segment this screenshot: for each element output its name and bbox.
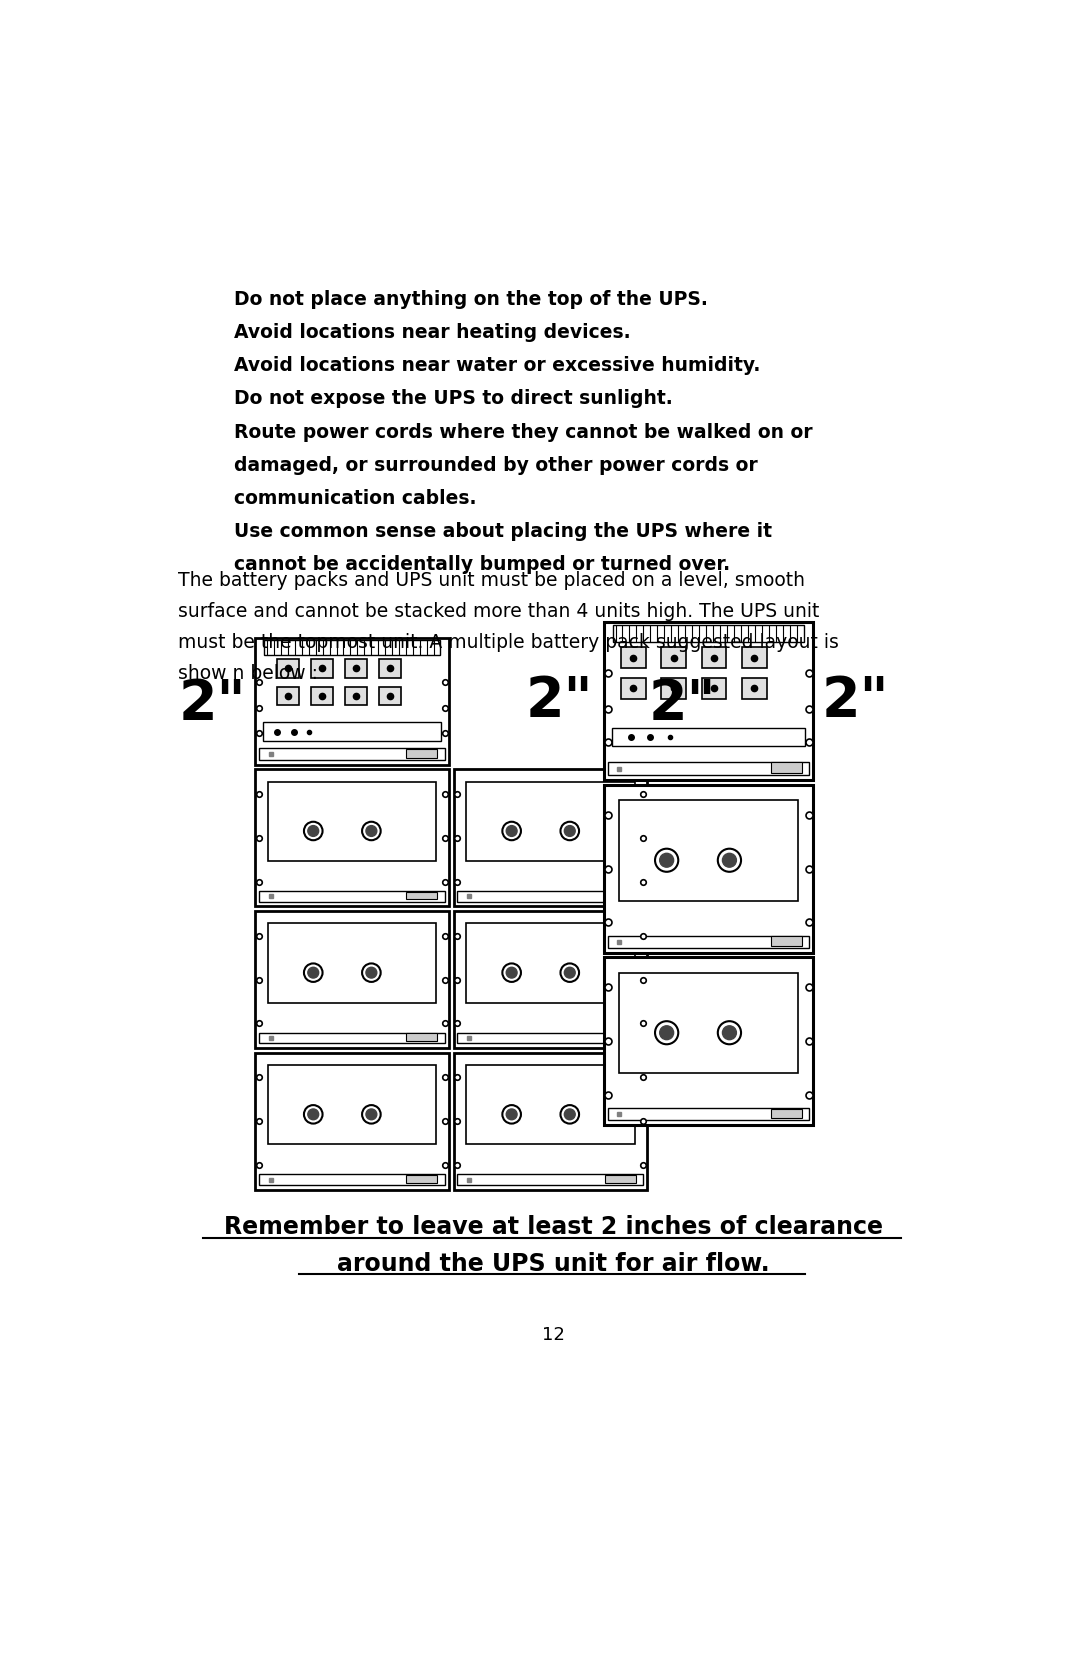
Bar: [311, 659, 333, 678]
Bar: [608, 1108, 809, 1120]
Text: The battery packs and UPS unit must be placed on a level, smooth: The battery packs and UPS unit must be p…: [177, 571, 805, 591]
Circle shape: [660, 853, 674, 868]
Bar: [311, 688, 333, 706]
Bar: [742, 678, 767, 699]
Text: 12: 12: [542, 1327, 565, 1344]
Bar: [702, 648, 727, 669]
Text: must be the topmost unit. A multiple battery pack suggested layout is: must be the topmost unit. A multiple bat…: [177, 633, 838, 653]
Text: Do not expose the UPS to direct sunlight.: Do not expose the UPS to direct sunlight…: [234, 389, 673, 409]
Bar: [770, 936, 801, 946]
Bar: [621, 648, 646, 669]
Bar: [259, 891, 445, 901]
Circle shape: [660, 1026, 674, 1040]
Bar: [458, 1175, 644, 1185]
Circle shape: [507, 826, 517, 836]
Bar: [465, 923, 635, 1003]
Bar: [742, 648, 767, 669]
Bar: [255, 638, 449, 764]
Text: 2": 2": [525, 674, 593, 728]
Circle shape: [565, 968, 576, 978]
Bar: [604, 623, 813, 779]
Bar: [770, 763, 801, 773]
Bar: [604, 784, 813, 953]
Bar: [255, 769, 449, 906]
Bar: [608, 761, 809, 776]
Bar: [613, 624, 804, 643]
Circle shape: [507, 968, 517, 978]
Bar: [465, 781, 635, 861]
Bar: [605, 1033, 636, 1041]
Bar: [255, 1053, 449, 1190]
Bar: [259, 1175, 445, 1185]
Bar: [262, 723, 441, 741]
Bar: [276, 688, 298, 706]
Bar: [458, 891, 644, 901]
Bar: [406, 891, 437, 900]
Text: surface and cannot be stacked more than 4 units high. The UPS unit: surface and cannot be stacked more than …: [177, 603, 819, 621]
Text: show n below :: show n below :: [177, 664, 318, 683]
Bar: [454, 769, 647, 906]
Circle shape: [565, 826, 576, 836]
Text: communication cables.: communication cables.: [234, 489, 476, 507]
Bar: [406, 748, 437, 758]
Bar: [702, 678, 727, 699]
Bar: [605, 891, 636, 900]
Bar: [619, 973, 798, 1073]
Bar: [255, 911, 449, 1048]
Circle shape: [507, 1108, 517, 1120]
Bar: [268, 1065, 436, 1145]
Text: Remember to leave at least 2 inches of clearance: Remember to leave at least 2 inches of c…: [224, 1215, 883, 1240]
Circle shape: [308, 1108, 319, 1120]
Text: Do not place anything on the top of the UPS.: Do not place anything on the top of the …: [234, 290, 708, 309]
Bar: [661, 678, 686, 699]
Bar: [621, 678, 646, 699]
Bar: [465, 1065, 635, 1145]
Bar: [661, 648, 686, 669]
Text: damaged, or surrounded by other power cords or: damaged, or surrounded by other power co…: [234, 456, 758, 474]
Bar: [608, 936, 809, 948]
Circle shape: [723, 1026, 737, 1040]
Text: Avoid locations near water or excessive humidity.: Avoid locations near water or excessive …: [234, 355, 760, 376]
Bar: [406, 1175, 437, 1183]
Text: 2": 2": [179, 676, 246, 731]
Bar: [458, 1033, 644, 1043]
Bar: [265, 639, 440, 654]
Bar: [619, 799, 798, 901]
Circle shape: [366, 826, 377, 836]
Bar: [379, 688, 401, 706]
Text: cannot be accidentally bumped or turned over.: cannot be accidentally bumped or turned …: [234, 556, 730, 574]
Bar: [454, 1053, 647, 1190]
Bar: [611, 728, 806, 746]
Bar: [268, 923, 436, 1003]
Bar: [605, 1175, 636, 1183]
Circle shape: [366, 968, 377, 978]
Bar: [345, 688, 367, 706]
Bar: [770, 1108, 801, 1118]
Bar: [259, 1033, 445, 1043]
Text: around the UPS unit for air flow.: around the UPS unit for air flow.: [337, 1252, 770, 1275]
Bar: [406, 1033, 437, 1041]
Bar: [276, 659, 298, 678]
Text: 2": 2": [648, 676, 716, 731]
Text: Avoid locations near heating devices.: Avoid locations near heating devices.: [234, 324, 631, 342]
Bar: [454, 911, 647, 1048]
Text: Route power cords where they cannot be walked on or: Route power cords where they cannot be w…: [234, 422, 813, 442]
Bar: [379, 659, 401, 678]
Bar: [604, 958, 813, 1125]
Circle shape: [308, 826, 319, 836]
Circle shape: [565, 1108, 576, 1120]
Bar: [259, 748, 445, 759]
Bar: [268, 781, 436, 861]
Circle shape: [366, 1108, 377, 1120]
Circle shape: [308, 968, 319, 978]
Text: 2": 2": [822, 674, 890, 728]
Circle shape: [723, 853, 737, 868]
Text: Use common sense about placing the UPS where it: Use common sense about placing the UPS w…: [234, 522, 772, 541]
Bar: [345, 659, 367, 678]
